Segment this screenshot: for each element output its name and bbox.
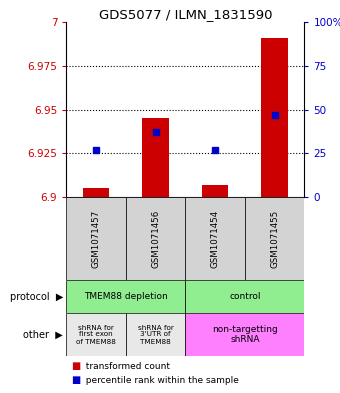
Bar bbox=[66, 197, 126, 280]
Text: non-targetting
shRNA: non-targetting shRNA bbox=[212, 325, 278, 344]
Bar bbox=[185, 280, 304, 313]
Text: transformed count: transformed count bbox=[80, 362, 170, 371]
Text: other  ▶: other ▶ bbox=[23, 329, 63, 340]
Text: control: control bbox=[229, 292, 260, 301]
Bar bbox=[245, 197, 304, 280]
Text: shRNA for
3'UTR of
TMEM88: shRNA for 3'UTR of TMEM88 bbox=[138, 325, 173, 345]
Bar bbox=[83, 188, 109, 197]
Text: GSM1071454: GSM1071454 bbox=[210, 209, 220, 268]
Title: GDS5077 / ILMN_1831590: GDS5077 / ILMN_1831590 bbox=[99, 8, 272, 21]
Text: shRNA for
first exon
of TMEM88: shRNA for first exon of TMEM88 bbox=[76, 325, 116, 345]
Text: GSM1071455: GSM1071455 bbox=[270, 209, 279, 268]
Bar bbox=[185, 197, 245, 280]
Bar bbox=[261, 38, 288, 197]
Bar bbox=[202, 185, 228, 197]
Bar bbox=[142, 118, 169, 197]
Text: TMEM88 depletion: TMEM88 depletion bbox=[84, 292, 168, 301]
Bar bbox=[66, 313, 126, 356]
Text: ■: ■ bbox=[71, 361, 81, 371]
Bar bbox=[126, 313, 185, 356]
Text: percentile rank within the sample: percentile rank within the sample bbox=[80, 376, 239, 385]
Text: protocol  ▶: protocol ▶ bbox=[10, 292, 63, 301]
Text: ■: ■ bbox=[71, 375, 81, 385]
Bar bbox=[185, 313, 304, 356]
Text: GSM1071457: GSM1071457 bbox=[91, 209, 101, 268]
Bar bbox=[126, 197, 185, 280]
Text: GSM1071456: GSM1071456 bbox=[151, 209, 160, 268]
Bar bbox=[66, 280, 185, 313]
